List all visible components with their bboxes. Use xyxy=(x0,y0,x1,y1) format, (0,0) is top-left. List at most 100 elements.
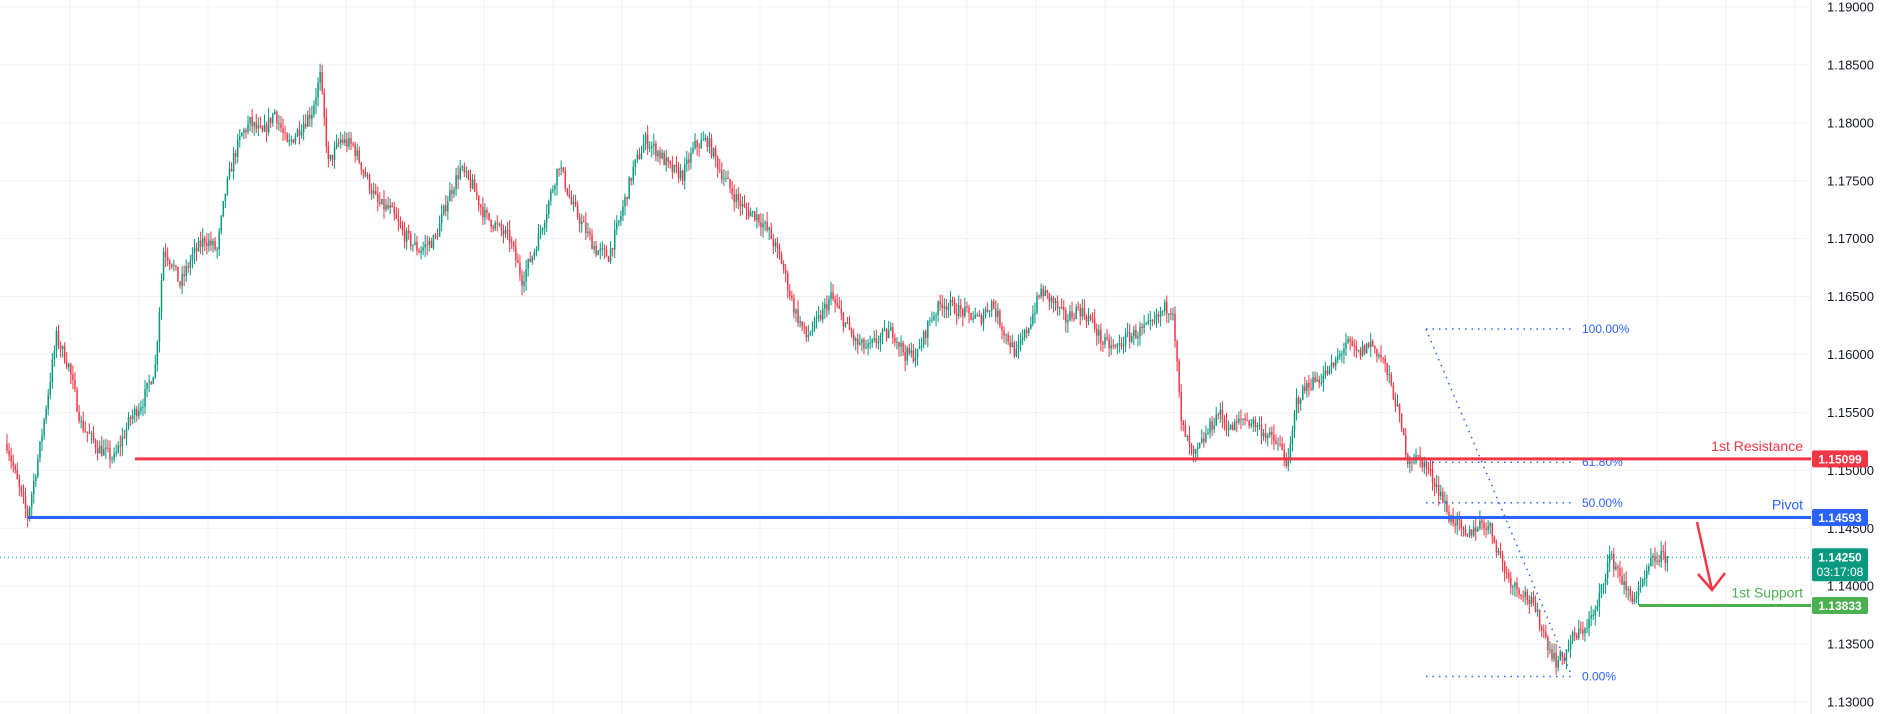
candle-body xyxy=(370,189,373,194)
arrow-shaft xyxy=(1695,521,1714,591)
candle xyxy=(1567,639,1570,653)
candle-body xyxy=(955,313,958,316)
candle-body xyxy=(1112,345,1114,347)
candle-body xyxy=(539,230,542,233)
candle xyxy=(1236,414,1238,433)
candle xyxy=(1330,354,1333,374)
candle-body xyxy=(1310,388,1312,390)
candle-body xyxy=(391,205,393,208)
candle-body xyxy=(1036,295,1038,313)
candle xyxy=(383,190,385,219)
candle xyxy=(1641,578,1644,588)
candle xyxy=(1400,413,1403,433)
candle-body xyxy=(1551,649,1553,660)
candle-body xyxy=(372,190,375,194)
candle xyxy=(461,164,464,172)
candle-body xyxy=(719,169,721,171)
candle xyxy=(873,330,876,343)
candle-body xyxy=(1353,345,1355,347)
candle-body xyxy=(1258,424,1261,426)
candle-body xyxy=(580,221,583,225)
candle xyxy=(490,219,492,233)
candle-body xyxy=(1269,431,1271,436)
candle xyxy=(630,177,632,186)
candle xyxy=(727,170,729,180)
candle xyxy=(1596,599,1599,612)
candle-body xyxy=(1584,628,1586,634)
candle xyxy=(1516,577,1518,598)
candle-body xyxy=(879,335,882,343)
candle xyxy=(331,154,334,166)
candle-body xyxy=(1069,311,1071,321)
candle-body xyxy=(51,359,54,383)
candle xyxy=(754,210,756,223)
candle xyxy=(1610,550,1613,560)
fib-label-0: 100.00% xyxy=(1582,322,1630,336)
candle-body xyxy=(1464,529,1467,536)
candle xyxy=(521,269,523,296)
candle xyxy=(319,63,321,91)
candle xyxy=(1487,520,1489,535)
candle xyxy=(335,134,338,150)
candle-body xyxy=(288,139,290,142)
candle-body xyxy=(220,216,222,232)
candle-body xyxy=(401,226,404,232)
candle xyxy=(1304,376,1306,394)
candle xyxy=(747,202,750,220)
candle xyxy=(1460,518,1463,537)
candle-body xyxy=(286,133,288,142)
candle xyxy=(1240,409,1242,430)
candle xyxy=(391,202,393,208)
candle xyxy=(1277,437,1279,451)
candle-body xyxy=(1188,436,1191,445)
candle xyxy=(1112,338,1114,350)
candle-body xyxy=(992,301,995,309)
candle-body xyxy=(502,230,505,235)
candle-body xyxy=(166,256,169,261)
candle-body xyxy=(1306,382,1308,391)
candle-body xyxy=(158,311,161,343)
candle xyxy=(716,155,719,178)
candle xyxy=(405,227,408,250)
candle xyxy=(972,311,974,324)
candle xyxy=(541,227,544,235)
candle-body xyxy=(1487,526,1489,531)
grid xyxy=(0,0,1811,714)
level-badge-value: 1.13833 xyxy=(1818,599,1862,613)
tick-label-7: 1.15500 xyxy=(1827,405,1874,420)
candle xyxy=(1114,343,1117,350)
candle-body xyxy=(1248,420,1250,426)
candle-body xyxy=(846,322,849,324)
price-axis[interactable]: 1.190001.185001.180001.175001.170001.165… xyxy=(1827,0,1874,710)
candle xyxy=(1203,431,1205,448)
candle xyxy=(107,439,109,453)
candle xyxy=(1543,624,1545,639)
candle xyxy=(1588,610,1590,637)
candle-body xyxy=(807,335,810,338)
candle-body xyxy=(379,202,381,204)
candle xyxy=(90,430,93,444)
candle-body xyxy=(1643,577,1646,580)
candle-body xyxy=(1334,359,1337,367)
level-badge-1: 1.14593 xyxy=(1812,508,1868,526)
candle-body xyxy=(609,248,612,262)
candle-body xyxy=(1044,290,1046,297)
candle xyxy=(307,110,309,128)
candle xyxy=(1172,307,1174,321)
candle-body xyxy=(857,338,859,345)
candle-body xyxy=(1530,596,1533,605)
candle-body xyxy=(591,234,593,250)
candle xyxy=(47,388,49,416)
candle xyxy=(271,112,274,127)
candle xyxy=(576,200,579,220)
candle xyxy=(1273,424,1275,451)
candle xyxy=(922,329,925,349)
candle xyxy=(1318,375,1320,389)
candle xyxy=(344,131,346,146)
candle-body xyxy=(1058,307,1061,309)
candle xyxy=(280,115,282,133)
candle xyxy=(1301,384,1304,401)
fibonacci-retracement[interactable]: 100.00%61.80%50.00%0.00% xyxy=(1425,322,1630,684)
candle-body xyxy=(263,124,266,132)
